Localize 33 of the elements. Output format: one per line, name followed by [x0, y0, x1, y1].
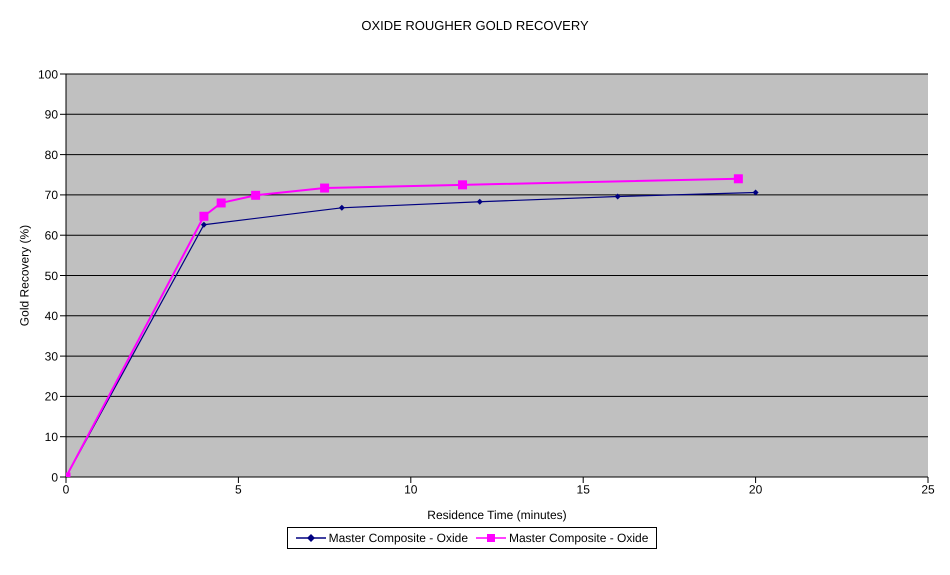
- y-tick-label: 70: [44, 188, 58, 202]
- y-tick-label: 100: [38, 67, 58, 82]
- point: [752, 189, 759, 196]
- y-tick-label: 60: [44, 228, 58, 242]
- y-tick-label: 90: [44, 108, 58, 122]
- y-axis-title: Gold Recovery (%): [17, 224, 32, 326]
- chart-title: OXIDE ROUGHER GOLD RECOVERY: [360, 18, 590, 35]
- point: [476, 198, 483, 205]
- x-axis-title: Residence Time (minutes): [427, 508, 567, 522]
- legend-label: Master Composite - Oxide: [328, 531, 468, 545]
- x-tick-label: 15: [576, 482, 590, 497]
- x-tick-label: 5: [235, 482, 242, 497]
- y-tick-label: 40: [44, 309, 58, 324]
- y-tick-label: 0: [51, 470, 58, 484]
- legend-label: Master Composite - Oxide: [508, 531, 648, 545]
- point: [251, 190, 260, 200]
- y-tick-label: 10: [44, 430, 58, 444]
- x-tick-label: 25: [921, 482, 935, 497]
- x-tick-label: 0: [62, 482, 70, 497]
- point: [458, 180, 468, 190]
- point: [216, 198, 226, 208]
- point: [200, 222, 207, 228]
- point: [338, 204, 345, 211]
- point: [614, 194, 621, 200]
- y-tick-label: 80: [44, 148, 58, 162]
- point: [734, 174, 743, 184]
- y-tick-label: 30: [44, 349, 58, 364]
- point: [199, 212, 208, 221]
- point: [320, 184, 330, 193]
- x-tick-label: 20: [748, 482, 763, 497]
- y-tick-label: 20: [44, 390, 58, 404]
- y-tick-label: 50: [44, 268, 58, 283]
- x-tick-label: 10: [404, 482, 418, 497]
